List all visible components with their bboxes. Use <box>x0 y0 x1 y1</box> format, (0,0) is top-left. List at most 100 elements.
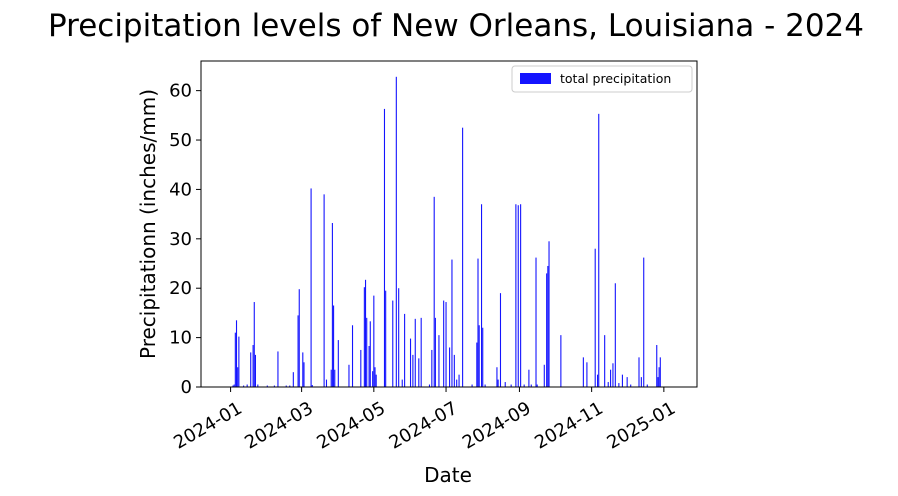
bar-2024-11-24 <box>618 383 620 387</box>
x-tick-label: 2024-01 <box>170 398 246 454</box>
bar-2024-12-28 <box>658 367 660 387</box>
bar-2024-07-12 <box>458 374 460 387</box>
bar-2024-02-10 <box>277 351 279 387</box>
bar-2024-07-27 <box>476 342 478 387</box>
bar-2024-07-23 <box>471 384 473 387</box>
bar-2024-03-22 <box>325 379 328 387</box>
bar-2024-10-06 <box>560 335 562 387</box>
bar-2024-01-20 <box>252 345 254 387</box>
bar-2024-08-13 <box>496 367 498 387</box>
bar-2024-07-10 <box>456 379 458 387</box>
bar-2024-12-13 <box>640 377 642 387</box>
bar-2024-03-29 <box>334 369 336 387</box>
bar-2024-06-19 <box>431 349 433 387</box>
bar-2024-07-28 <box>477 258 479 387</box>
bar-2024-08-14 <box>497 379 499 387</box>
bar-2024-01-05 <box>234 332 236 387</box>
bar-2024-01-07 <box>237 367 239 387</box>
bar-2024-10-25 <box>582 357 584 387</box>
bar-2024-01-18 <box>250 352 252 387</box>
y-tick-label: 60 <box>169 81 192 102</box>
bar-2024-09-15 <box>535 257 537 387</box>
bar-2024-01-21 <box>253 302 255 387</box>
bar-2024-04-28 <box>369 321 371 387</box>
bar-2024-05-03 <box>375 374 377 387</box>
bar-2024-09-09 <box>528 369 530 387</box>
y-tick-label: 20 <box>169 278 192 299</box>
bar-2024-03-28 <box>333 305 335 387</box>
bar-2024-05-01 <box>373 295 375 387</box>
bar-2024-08-01 <box>482 327 484 387</box>
bar-2024-06-21 <box>433 196 435 387</box>
x-tick-label: 2024-07 <box>386 398 462 454</box>
bar-2024-01-22 <box>254 354 256 387</box>
bar-2024-04-23 <box>363 287 365 387</box>
plot-frame <box>200 60 698 388</box>
bar-2024-05-20 <box>395 76 397 387</box>
bar-2024-07-31 <box>481 204 483 387</box>
bar-2024-12-11 <box>638 357 640 387</box>
bar-2024-09-25 <box>547 265 549 387</box>
bar-2024-08-31 <box>517 205 519 387</box>
bar-2024-05-10 <box>383 108 386 387</box>
bar-2024-04-25 <box>366 317 368 387</box>
bar-2024-09-26 <box>548 241 550 387</box>
legend: total precipitation <box>511 65 693 93</box>
bar-2024-12-01 <box>626 377 628 387</box>
y-tick-label: 30 <box>169 229 192 250</box>
bar-2024-02-17 <box>285 385 287 387</box>
bar-2024-08-25 <box>510 384 512 387</box>
x-axis-label: Date <box>424 463 472 487</box>
y-axis: 0 10 20 30 40 50 60 <box>169 81 201 398</box>
bar-2024-05-02 <box>374 367 376 387</box>
bar-2024-06-29 <box>443 300 445 387</box>
bar-2024-06-10 <box>420 317 422 387</box>
bar-2024-04-01 <box>337 340 339 387</box>
bar-2024-09-02 <box>520 204 522 387</box>
bar-2024-06-25 <box>438 335 440 387</box>
bar-2024-03-03 <box>303 362 305 387</box>
legend-label: total precipitation <box>560 71 671 86</box>
y-tick-label: 0 <box>181 377 192 398</box>
bar-2024-09-22 <box>543 364 545 387</box>
y-tick-label: 50 <box>169 130 192 151</box>
bar-2024-01-04 <box>233 384 235 387</box>
x-tick-label: 2025-01 <box>604 398 680 454</box>
bar-2024-09-11 <box>530 384 532 387</box>
bar-2024-07-08 <box>453 354 455 387</box>
bar-2024-01-06 <box>235 320 238 387</box>
chart-title: Precipitation levels of New Orleans, Lou… <box>48 8 864 44</box>
bar-2024-12-29 <box>659 357 661 387</box>
bar-2024-05-25 <box>401 379 403 387</box>
bar-2024-03-20 <box>323 194 325 387</box>
bar-2024-03-10 <box>311 385 313 387</box>
bar-2024-04-13 <box>351 325 354 387</box>
bar-2024-08-29 <box>515 204 517 387</box>
bar-2024-09-05 <box>523 384 525 387</box>
bar-2024-03-02 <box>302 352 304 387</box>
legend-swatch <box>520 73 551 84</box>
bar-2024-06-22 <box>434 317 436 387</box>
bar-2024-12-27 <box>657 377 659 387</box>
bar-2024-02-28 <box>298 289 300 387</box>
bar-2024-06-08 <box>418 358 420 387</box>
bar-2024-04-24 <box>364 279 367 387</box>
bar-2024-06-05 <box>414 318 416 387</box>
bar-2024-05-17 <box>392 300 394 387</box>
bar-2024-12-15 <box>643 257 645 387</box>
bar-2024-07-15 <box>462 127 464 388</box>
x-tick-label: 2024-09 <box>459 398 535 454</box>
bar-2024-07-04 <box>449 347 451 387</box>
bar-2024-11-04 <box>594 248 596 387</box>
bar-2024-08-16 <box>499 293 502 387</box>
bar-2024-04-10 <box>348 364 350 387</box>
bar-2024-04-20 <box>360 349 362 387</box>
bar-2024-11-12 <box>604 335 606 387</box>
x-axis: 2024-012024-032024-052024-072024-092024-… <box>170 387 679 454</box>
bar-2024-01-03 <box>232 385 234 387</box>
bar-2024-02-23 <box>292 372 294 387</box>
bar-2024-11-21 <box>614 283 616 387</box>
bar-2024-01-15 <box>246 384 248 387</box>
bar-2024-10-28 <box>586 362 588 387</box>
